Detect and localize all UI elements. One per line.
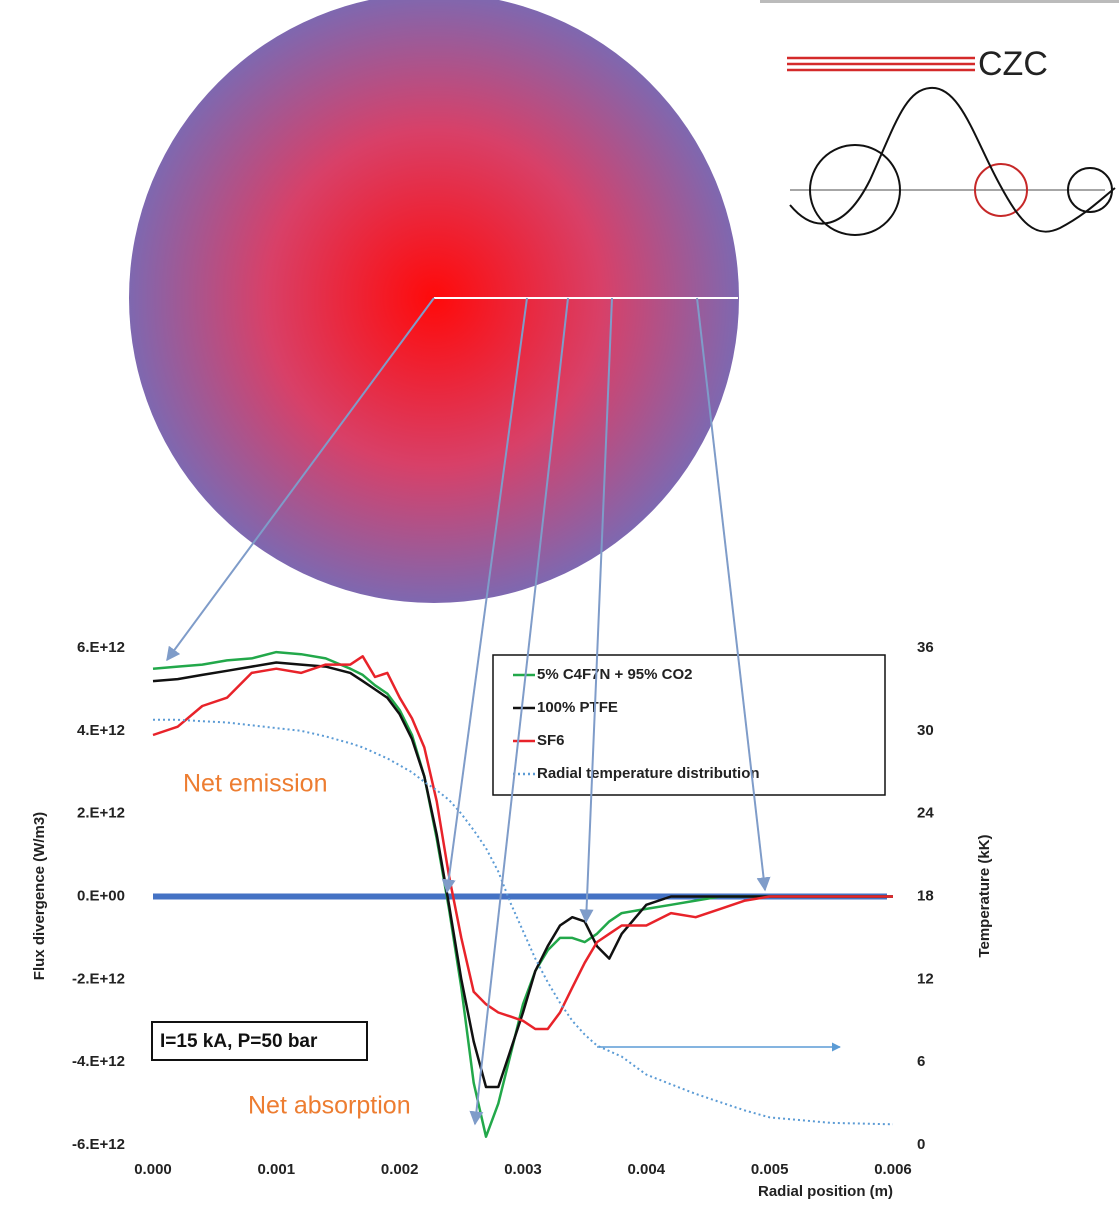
- annotation: I=15 kA, P=50 bar: [160, 1031, 318, 1052]
- y-tick-label: 6.E+12: [77, 639, 125, 656]
- y-tick-label: -4.E+12: [72, 1053, 125, 1070]
- legend-label: Radial temperature distribution: [537, 765, 760, 782]
- logo-circle: [809, 144, 901, 236]
- x-tick-label: 0.001: [258, 1161, 296, 1178]
- series-line: [153, 718, 894, 1126]
- y-tick-label: 4.E+12: [77, 722, 125, 739]
- y2-tick-label: 12: [917, 970, 934, 987]
- y-axis-title: Flux divergence (W/m3): [31, 812, 48, 980]
- y-tick-label: 0.E+00: [77, 887, 125, 904]
- arrow: [696, 297, 771, 892]
- legend-label: SF6: [537, 732, 565, 749]
- y2-axis-title: Temperature (kK): [976, 834, 993, 957]
- logo-text: CZC: [978, 45, 1048, 83]
- x-tick-label: 0.005: [751, 1161, 789, 1178]
- logo-circle: [974, 163, 1028, 217]
- x-tick-label: 0.004: [628, 1161, 666, 1178]
- y2-tick-label: 6: [917, 1053, 925, 1070]
- series-line: [152, 655, 893, 1031]
- condition-box: [151, 1021, 368, 1061]
- y-tick-label: 2.E+12: [77, 805, 125, 822]
- x-tick-label: 0.002: [381, 1161, 419, 1178]
- arc-disc: [129, 0, 739, 603]
- arrow: [166, 297, 435, 662]
- top-bar: [760, 0, 1119, 3]
- x-tick-label: 0.000: [134, 1161, 172, 1178]
- legend-box: [492, 654, 886, 796]
- y2-tick-label: 24: [917, 805, 934, 822]
- annotation: Net absorption: [248, 1092, 411, 1120]
- y-tick-label: -2.E+12: [72, 970, 125, 987]
- legend-label: 100% PTFE: [537, 699, 618, 716]
- plot: -6.E+12 -4.E+12 -2.E+12 0.E+00 2.E+12 4.E+12 6…: [72, 639, 934, 1178]
- pointer-arrows: [166, 297, 771, 1126]
- x-axis-title: Radial position (m): [758, 1183, 893, 1200]
- logo: CZC: [787, 45, 1116, 236]
- y-tick-label: -6.E+12: [72, 1136, 125, 1153]
- y2-tick-label: 36: [917, 639, 934, 656]
- x-tick-label: 0.003: [504, 1161, 542, 1178]
- logo-wave: [789, 86, 1116, 233]
- x-tick-label: 0.006: [874, 1161, 912, 1178]
- series-line: [152, 650, 893, 1138]
- y2-tick-label: 30: [917, 722, 934, 739]
- arrow: [469, 297, 569, 1126]
- legend-label: 5% C4F7N + 95% CO2: [537, 666, 693, 683]
- y2-tick-label: 0: [917, 1136, 925, 1153]
- annotation: Net emission: [183, 770, 328, 798]
- arrow: [579, 297, 613, 924]
- series-line: [152, 661, 893, 1089]
- y2-tick-label: 18: [917, 887, 934, 904]
- arrow: [441, 297, 528, 894]
